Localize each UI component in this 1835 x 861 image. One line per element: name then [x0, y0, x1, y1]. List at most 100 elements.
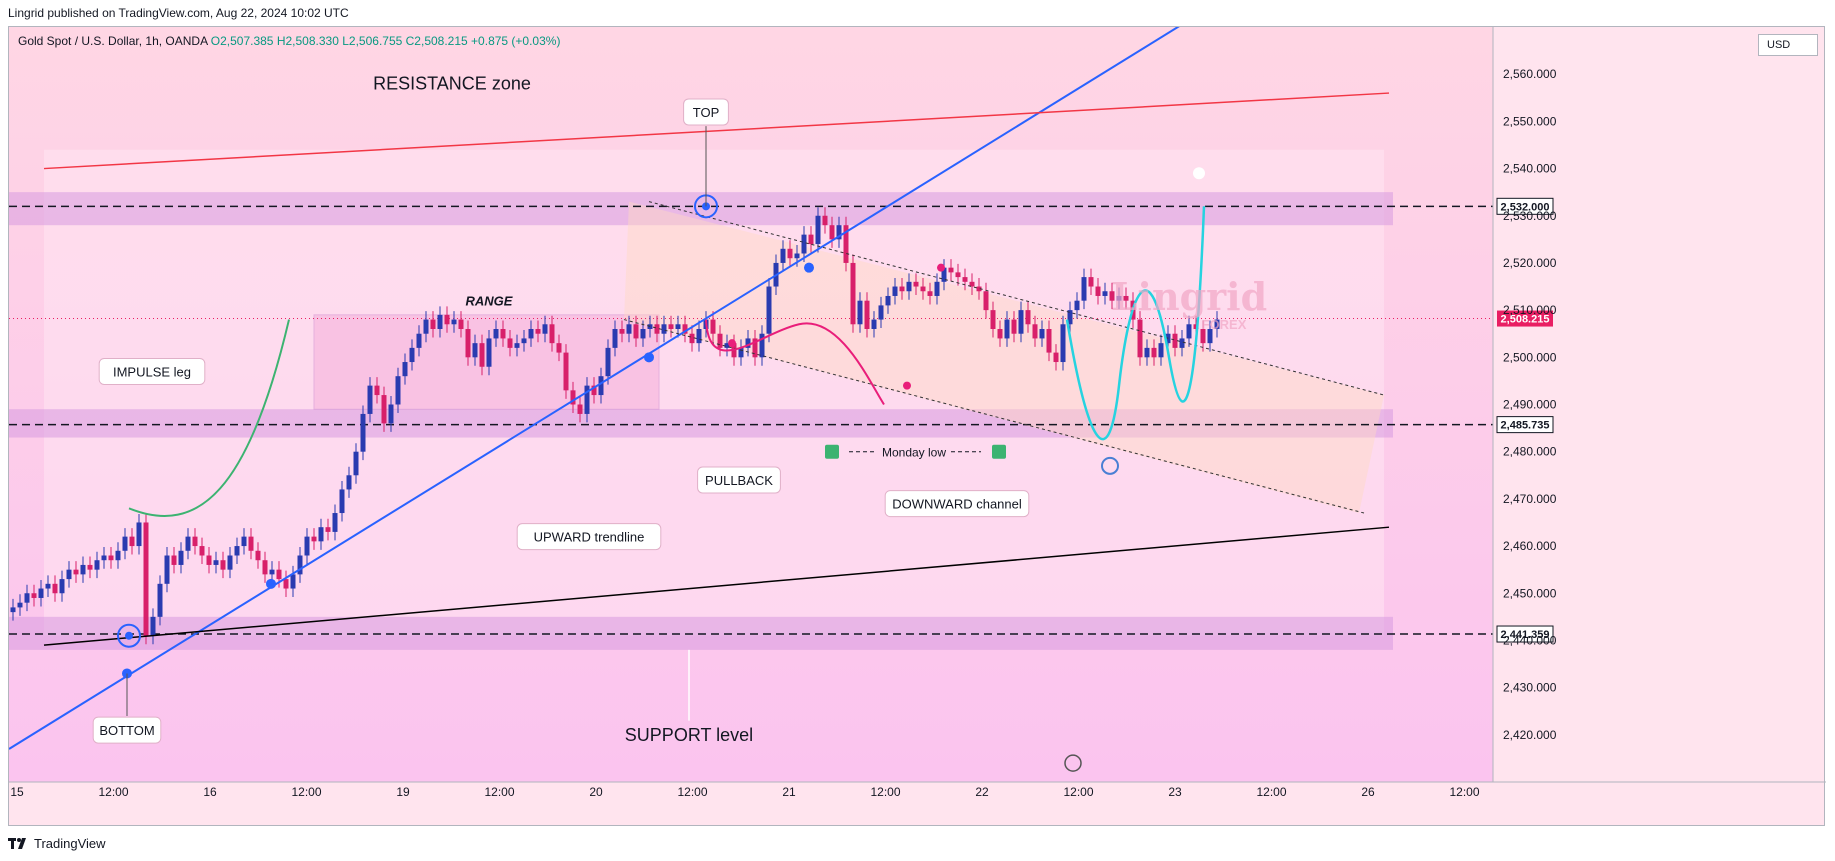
support-level-label: SUPPORT level	[625, 725, 753, 745]
swing-dot	[937, 263, 945, 272]
candle-body	[157, 583, 163, 617]
watermark-logo: Lingrid	[1111, 274, 1267, 319]
monday-low-label: Monday low	[882, 446, 946, 460]
y-tick-label: 2,490.000	[1503, 398, 1557, 412]
candle-body	[381, 395, 387, 424]
candle-body	[59, 579, 65, 594]
candle-body	[1109, 291, 1115, 301]
candle-body	[283, 579, 289, 589]
x-tick-label: 12:00	[870, 785, 900, 799]
candle-body	[913, 281, 919, 287]
watermark-sub: FOREX	[1202, 317, 1247, 332]
channel-upper	[648, 201, 1385, 396]
zone-range-bottom	[9, 409, 1393, 438]
candle-body	[122, 536, 128, 551]
candle-body	[241, 536, 247, 547]
candle-body	[766, 286, 772, 334]
x-tick-label: 20	[589, 785, 603, 799]
currency-button[interactable]: USD	[1758, 34, 1818, 56]
x-tick-label: 21	[782, 785, 796, 799]
candle-body	[507, 338, 513, 348]
candle-body	[346, 475, 352, 490]
trendline-touch-dot	[644, 352, 654, 363]
candle-body	[920, 286, 926, 292]
publisher-line: Lingrid published on TradingView.com, Au…	[8, 6, 349, 20]
candle-body	[1088, 277, 1094, 287]
timer-icon[interactable]	[1064, 754, 1082, 772]
channel-fill	[624, 201, 1384, 514]
candle-body	[493, 329, 499, 339]
candle-body	[213, 560, 219, 565]
candle-body	[535, 329, 541, 334]
range-label: RANGE	[466, 293, 513, 308]
candle-body	[297, 555, 303, 575]
candle-body	[395, 376, 401, 405]
candle-body	[892, 286, 898, 296]
candle-body	[479, 343, 485, 367]
candle-body	[1018, 310, 1024, 334]
projection-path	[1065, 206, 1206, 441]
candle-body	[234, 546, 240, 556]
candle-body	[1151, 347, 1157, 358]
candle-body	[304, 536, 310, 556]
candle-body	[591, 385, 597, 396]
candle-body	[1011, 319, 1017, 334]
candle-body	[1123, 295, 1129, 301]
x-tick-label: 26	[1361, 785, 1375, 799]
candle-body	[689, 333, 695, 344]
y-tick-label: 2,510.000	[1503, 303, 1557, 317]
upward-trendline	[9, 27, 1180, 750]
candle-body	[423, 319, 429, 334]
y-tick-label: 2,430.000	[1503, 681, 1557, 695]
annotation-panel	[44, 149, 1384, 636]
candle-body	[290, 574, 296, 589]
candle-body	[486, 338, 492, 367]
candle-body	[822, 215, 828, 226]
candle-body	[675, 324, 681, 329]
candle-body	[1137, 319, 1143, 358]
channel-lower	[623, 319, 1365, 514]
candle-body	[1172, 333, 1178, 348]
candle-body	[1095, 286, 1101, 296]
candle-body	[990, 310, 996, 329]
impulse-curve	[128, 319, 290, 517]
footer-brand[interactable]: TradingView	[8, 836, 106, 851]
top-label: TOP	[693, 105, 720, 120]
candle-body	[780, 248, 786, 263]
candle-body	[787, 248, 793, 259]
candle-body	[52, 583, 58, 594]
candle-body	[696, 329, 702, 344]
candle-body	[528, 329, 534, 339]
candle-body	[829, 225, 835, 240]
impulse-label: IMPULSE leg	[113, 364, 191, 379]
candle-body	[451, 319, 457, 325]
resistance-trendline	[43, 92, 1390, 170]
x-tick-label: 15	[10, 785, 24, 799]
candle-body	[1025, 310, 1031, 325]
y-tick-label: 2,440.000	[1503, 633, 1557, 647]
candle-body	[227, 555, 233, 570]
candle-body	[871, 319, 877, 329]
candle-body	[626, 324, 632, 334]
magnifier-icon	[1101, 456, 1119, 475]
chart-canvas[interactable]: 2,532.000 2,485.735 2,441.359 2,508.215 2,42…	[9, 27, 1826, 827]
y-tick-label: 2,450.000	[1503, 586, 1557, 600]
candle-body	[360, 413, 366, 452]
candle-body	[66, 569, 72, 580]
candle-body	[220, 560, 226, 570]
candle-body	[542, 324, 548, 334]
y-tick-label: 2,540.000	[1503, 162, 1557, 176]
candle-body	[1144, 347, 1150, 358]
candle-body	[402, 362, 408, 377]
candle-body	[500, 329, 506, 339]
candle-body	[633, 324, 639, 339]
candle-body	[339, 489, 345, 514]
x-tick-label: 12:00	[291, 785, 321, 799]
candle-body	[269, 569, 275, 575]
candle-body	[1004, 319, 1010, 339]
chart-frame[interactable]: 2,532.000 2,485.735 2,441.359 2,508.215 2,42…	[8, 26, 1826, 827]
ohlc-change: +0.875 (+0.03%)	[471, 34, 561, 48]
check-icon	[992, 444, 1006, 459]
candle-body	[115, 550, 121, 561]
x-tick-label: 12:00	[484, 785, 514, 799]
